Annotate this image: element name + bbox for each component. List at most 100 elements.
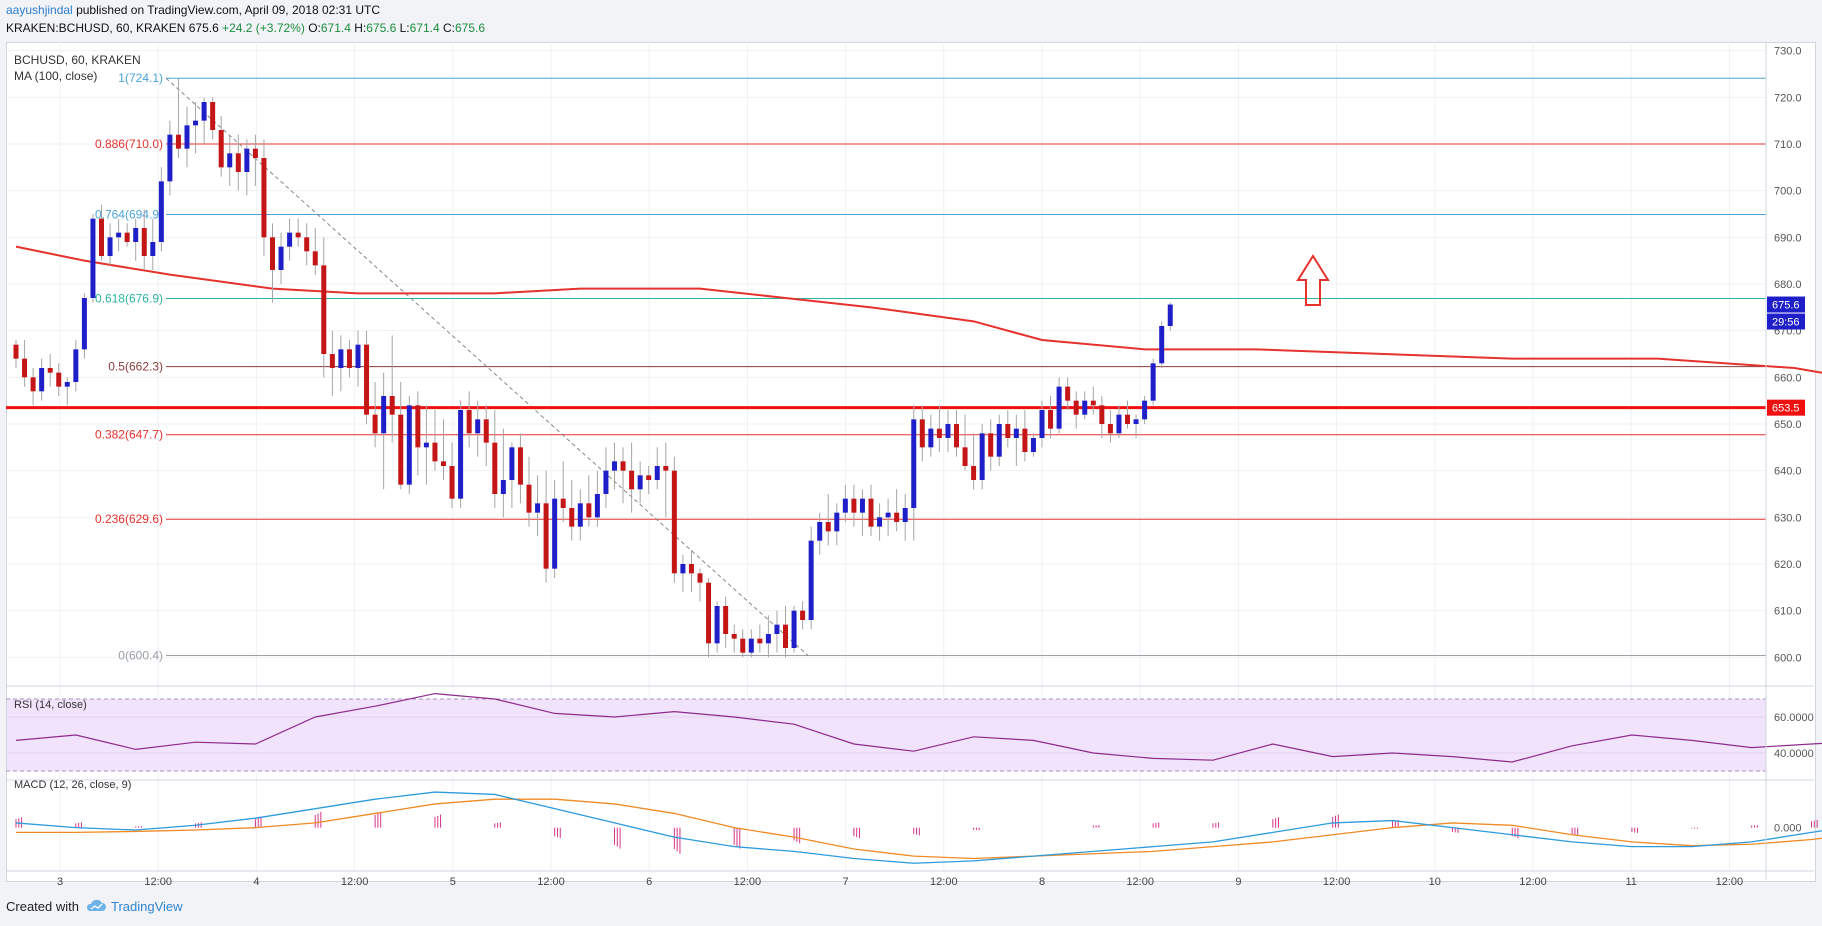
- candle-up: [637, 475, 643, 490]
- macd-line: [15, 791, 1822, 864]
- macd-label: MACD (12, 26, close, 9): [14, 779, 131, 791]
- candle-down: [1099, 405, 1105, 424]
- y-tick-label: 680.0: [1774, 279, 1802, 291]
- candle-up: [834, 512, 840, 532]
- candle-up: [911, 419, 917, 508]
- candle-up: [107, 237, 113, 256]
- rsi-label: RSI (14, close): [14, 699, 87, 711]
- candle-down: [706, 582, 712, 644]
- x-tick-label: 12:00: [537, 876, 565, 888]
- candle-down: [783, 624, 788, 648]
- close-value: 675.6: [455, 21, 486, 35]
- candle-down: [825, 522, 831, 532]
- candle-up: [808, 540, 814, 620]
- candle-down: [141, 228, 147, 256]
- candle-up: [475, 419, 481, 434]
- low-label: L:: [399, 21, 410, 35]
- candle-down: [757, 638, 763, 644]
- candle-down: [56, 372, 62, 387]
- axes: 600.0 610.0 620.0 630.0 640.0 650.0 660.0 6 7 0.0…: [6, 42, 1814, 888]
- candle-up: [1030, 438, 1036, 452]
- candle-up: [594, 494, 600, 518]
- candle-up: [64, 382, 70, 387]
- candle-up: [1167, 304, 1173, 326]
- symbol-line: KRAKEN:BCHUSD, 60, KRAKEN: [6, 21, 186, 35]
- resistance-badge: [1767, 399, 1805, 416]
- candle-down: [646, 475, 652, 480]
- candle-up: [928, 428, 934, 448]
- last-price: 675.6: [188, 21, 219, 35]
- x-tick-label: 12:00: [1716, 876, 1744, 888]
- candle-up: [1082, 400, 1088, 415]
- candle-down: [560, 498, 566, 508]
- candle-down: [261, 158, 267, 238]
- candle-up: [193, 120, 199, 126]
- candle-down: [304, 237, 310, 252]
- x-tick-label: 7: [843, 876, 849, 888]
- tradingview-link[interactable]: TradingView: [110, 899, 183, 914]
- published-text: published on TradingView.com, April 09, …: [76, 3, 381, 17]
- candle-down: [800, 610, 806, 620]
- candle-down: [1073, 400, 1079, 415]
- candle-up: [612, 461, 617, 471]
- candle-down: [586, 503, 592, 518]
- fib-levels: 1(724.1) 0.886(710.0) 0.764(694.9) 0.618(67…: [6, 71, 1766, 662]
- candle-down: [740, 638, 746, 653]
- candle-up: [902, 508, 908, 522]
- fib-label: 0.236(629.6): [95, 512, 163, 526]
- y-tick-label: 660.0: [1774, 372, 1802, 384]
- candle-up: [406, 405, 412, 485]
- publish-line: aayushjindal published on TradingView.co…: [6, 3, 380, 17]
- candle-up: [979, 433, 985, 480]
- candle-up: [1142, 400, 1148, 420]
- created-with-text: Created with: [6, 899, 79, 914]
- candle-down: [210, 102, 216, 130]
- y-tick-label: 600.0: [1774, 652, 1802, 664]
- close-label: C:: [443, 21, 455, 35]
- candle-up: [423, 442, 429, 448]
- candle-down: [449, 466, 455, 499]
- candle-down: [1090, 400, 1096, 406]
- macd-signal-line: [16, 798, 1822, 860]
- candle-up: [1133, 419, 1139, 424]
- candle-down: [321, 265, 327, 354]
- rsi-band: [7, 699, 1766, 771]
- candle-down: [517, 447, 523, 485]
- candle-up: [842, 498, 848, 513]
- candle-down: [252, 148, 258, 158]
- candle-up: [1150, 363, 1156, 401]
- candle-down: [22, 358, 28, 378]
- candle-down: [688, 564, 694, 574]
- candle-up: [654, 466, 660, 480]
- candle-down: [620, 461, 626, 471]
- x-tick-label: 6: [646, 876, 652, 888]
- candle-down: [962, 447, 968, 466]
- x-tick-label: 12:00: [1126, 876, 1154, 888]
- fib-connector-line: [165, 77, 809, 656]
- candle-down: [569, 508, 575, 527]
- fib-label: 1(724.1): [118, 71, 163, 85]
- x-tick-label: 3: [57, 876, 63, 888]
- candle-down: [372, 414, 378, 434]
- candle-up: [1039, 410, 1045, 438]
- candle-up: [877, 517, 883, 527]
- candle-down: [971, 466, 977, 480]
- last-price-badge-text: 675.6: [1772, 300, 1800, 312]
- candle-down: [988, 433, 994, 457]
- candle-down: [483, 419, 489, 443]
- ohlc-line: KRAKEN:BCHUSD, 60, KRAKEN 675.6 +24.2 (+…: [6, 21, 485, 35]
- candle-up: [338, 349, 344, 368]
- candle-up: [1013, 428, 1019, 438]
- candle-down: [415, 405, 421, 448]
- candle-up: [244, 148, 250, 172]
- candle-up: [603, 470, 609, 494]
- y-tick-label: 640.0: [1774, 466, 1802, 478]
- author-link[interactable]: aayushjindal: [6, 3, 73, 17]
- footer: Created with TradingView: [6, 899, 183, 914]
- y-tick-label: 690.0: [1774, 232, 1802, 244]
- x-tick-label: 4: [253, 876, 259, 888]
- candle-down: [671, 470, 677, 574]
- candle-down: [936, 428, 942, 438]
- fib-label: 0.618(676.9): [95, 291, 163, 305]
